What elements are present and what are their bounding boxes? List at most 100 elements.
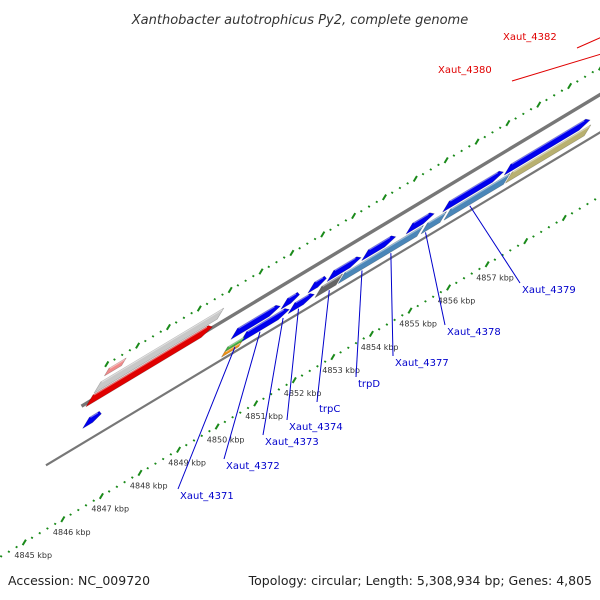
cds-forward bbox=[442, 170, 505, 213]
cds-forward-highlight bbox=[511, 120, 585, 165]
minor-tick bbox=[539, 230, 543, 234]
outer-tick-ring bbox=[104, 66, 600, 368]
leader-line bbox=[425, 232, 446, 326]
olive-feature bbox=[505, 124, 592, 184]
gene-label[interactable]: trpD bbox=[358, 379, 380, 390]
gene-label[interactable]: trpC bbox=[319, 404, 340, 415]
misc-feature-highlight bbox=[322, 274, 342, 288]
leader-line bbox=[286, 308, 299, 421]
minor-tick bbox=[262, 397, 265, 401]
minor-tick bbox=[429, 168, 433, 171]
minor-tick bbox=[424, 300, 427, 303]
minor-tick bbox=[393, 318, 396, 322]
minor-tick bbox=[514, 117, 517, 120]
leader-line bbox=[576, 37, 600, 49]
gene-label[interactable]: Xaut_4371 bbox=[180, 491, 234, 502]
map-title: Xanthobacter autotrophicus Py2, complete… bbox=[131, 13, 468, 28]
gene-label[interactable]: Xaut_4380 bbox=[438, 65, 492, 76]
minor-tick bbox=[516, 244, 520, 248]
cds-reverse-highlight bbox=[247, 309, 284, 333]
minor-tick bbox=[277, 388, 281, 391]
gene-label[interactable]: Xaut_4373 bbox=[265, 437, 319, 448]
major-tick bbox=[474, 138, 480, 145]
minor-tick bbox=[267, 265, 271, 269]
minor-tick bbox=[578, 207, 582, 210]
cds-forward-highlight bbox=[238, 306, 275, 329]
gene-label[interactable]: Xaut_4377 bbox=[395, 358, 449, 369]
cds-forward-highlight bbox=[449, 172, 499, 202]
major-tick bbox=[135, 342, 141, 349]
inner-tick-ring bbox=[0, 198, 597, 558]
minor-tick bbox=[213, 297, 217, 301]
leader-line bbox=[262, 317, 284, 436]
trp-feature-highlight bbox=[428, 212, 446, 224]
trp-feature bbox=[420, 211, 447, 235]
major-tick bbox=[446, 284, 452, 291]
minor-tick bbox=[238, 411, 242, 414]
cds-forward-highlight bbox=[315, 277, 324, 283]
gene-label[interactable]: Xaut_4379 bbox=[522, 285, 576, 296]
minor-tick bbox=[560, 89, 564, 92]
rna-feature bbox=[85, 325, 214, 408]
minor-tick bbox=[583, 75, 587, 79]
trp-feature bbox=[337, 225, 424, 285]
major-tick bbox=[443, 156, 449, 164]
minor-tick bbox=[454, 281, 458, 285]
major-tick bbox=[165, 323, 171, 331]
minor-tick bbox=[69, 513, 72, 516]
minor-tick bbox=[547, 225, 551, 229]
leader-line bbox=[355, 270, 363, 378]
rna-feature-highlight bbox=[93, 326, 208, 396]
tick-label: 4845 kbp bbox=[14, 551, 52, 560]
minor-tick bbox=[483, 135, 487, 139]
minor-tick bbox=[493, 258, 497, 261]
cds-forward-highlight bbox=[334, 257, 356, 272]
minor-tick bbox=[151, 335, 155, 338]
minor-tick bbox=[421, 172, 425, 176]
tick-label: 4848 kbp bbox=[130, 482, 168, 491]
minor-tick bbox=[200, 434, 204, 438]
minor-tick bbox=[529, 107, 533, 111]
minor-tick bbox=[282, 256, 286, 259]
gene-label[interactable]: Xaut_4378 bbox=[447, 327, 501, 338]
major-tick bbox=[368, 330, 374, 338]
minor-tick bbox=[30, 536, 34, 540]
misc-feature bbox=[314, 273, 344, 298]
light-grey-feature-highlight bbox=[101, 309, 223, 383]
minor-tick bbox=[478, 267, 481, 271]
major-tick bbox=[291, 376, 297, 384]
pink-feature bbox=[104, 357, 127, 377]
gene-label[interactable]: Xaut_4372 bbox=[226, 461, 280, 472]
tick-label: 4851 kbp bbox=[245, 412, 283, 421]
minor-tick bbox=[159, 330, 163, 334]
minor-tick bbox=[336, 223, 340, 227]
major-tick bbox=[253, 400, 259, 407]
gene-label[interactable]: Xaut_4374 bbox=[289, 422, 343, 433]
light-grey-feature bbox=[93, 307, 225, 394]
major-tick bbox=[536, 101, 542, 108]
minor-tick bbox=[300, 374, 304, 377]
major-tick bbox=[381, 194, 387, 201]
leader-line bbox=[390, 253, 394, 357]
cds-reverse bbox=[287, 293, 316, 315]
minor-tick bbox=[182, 316, 186, 320]
minor-tick bbox=[431, 295, 435, 299]
minor-tick bbox=[545, 98, 548, 102]
minor-tick bbox=[462, 276, 466, 280]
minor-tick bbox=[0, 555, 3, 558]
major-tick bbox=[137, 469, 143, 477]
minor-tick bbox=[115, 485, 119, 489]
minor-tick bbox=[508, 249, 512, 252]
tick-label: 4857 kbp bbox=[476, 274, 514, 283]
cds-forward-highlight bbox=[369, 236, 391, 251]
trp-feature-highlight bbox=[345, 226, 423, 274]
gene-label[interactable]: Xaut_4382 bbox=[503, 32, 557, 43]
minor-tick bbox=[398, 186, 402, 190]
minor-tick bbox=[84, 504, 88, 507]
minor-tick bbox=[377, 327, 381, 331]
tick-label: 4853 kbp bbox=[322, 366, 360, 375]
minor-tick bbox=[346, 346, 350, 350]
minor-tick bbox=[298, 246, 301, 250]
major-tick bbox=[351, 212, 357, 220]
